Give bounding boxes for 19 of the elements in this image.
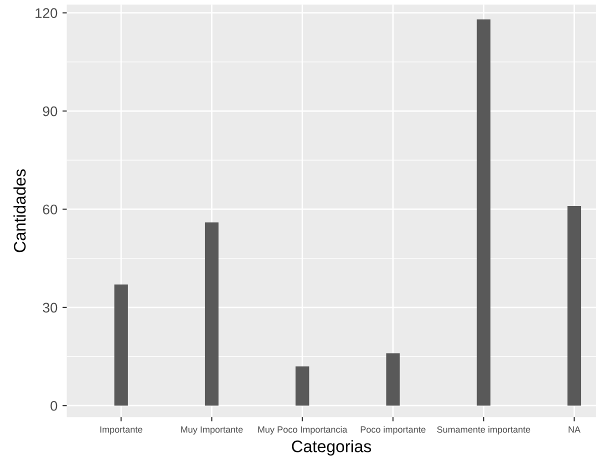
- y-tick-label: 30: [42, 302, 58, 313]
- x-tick-label: Poco importante: [360, 426, 426, 435]
- y-tick-label: 90: [42, 106, 58, 116]
- x-tick-label: Sumamente importante: [437, 426, 530, 435]
- bar: [476, 19, 490, 406]
- bar: [204, 222, 219, 406]
- x-axis-title: Categorias: [292, 440, 372, 456]
- bar: [567, 206, 582, 406]
- bar: [296, 366, 310, 406]
- y-tick-label: 120: [36, 8, 58, 18]
- y-tick-label: 0: [50, 400, 58, 411]
- bar: [386, 353, 400, 406]
- x-tick-label: Muy Poco Importancia: [258, 426, 348, 435]
- x-tick-label: Muy Importante: [181, 426, 243, 435]
- x-tick-label: NA: [568, 426, 580, 433]
- y-tick-label: 60: [42, 204, 58, 214]
- x-tick-label: Importante: [100, 426, 142, 435]
- bar: [114, 284, 128, 406]
- y-axis-title: Cantidades: [13, 169, 26, 252]
